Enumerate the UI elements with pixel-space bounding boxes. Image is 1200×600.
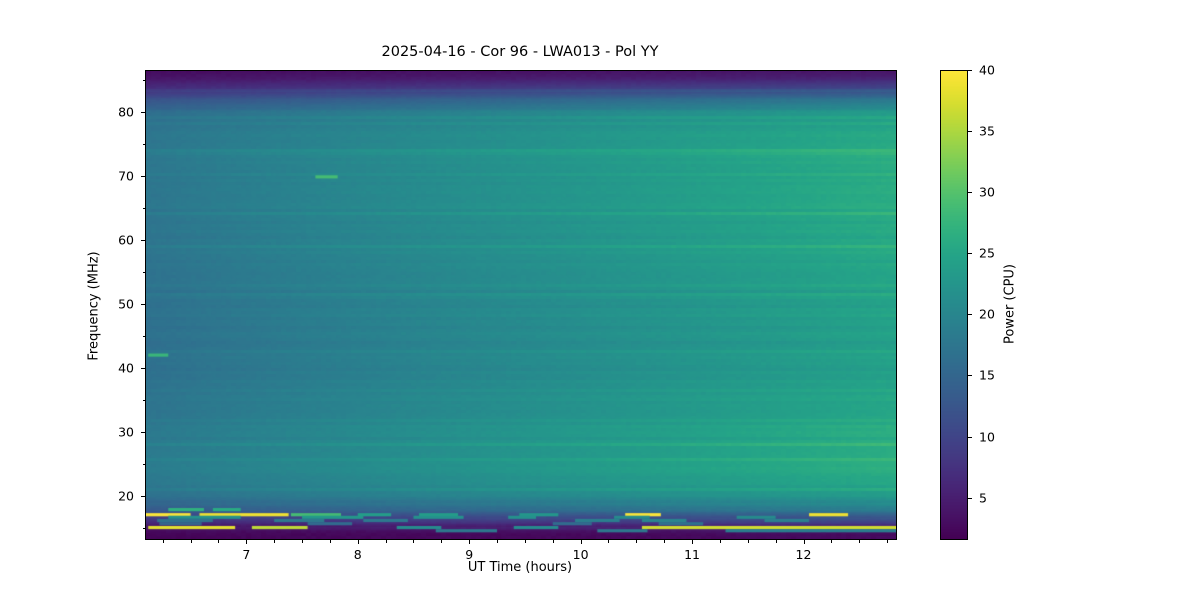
x-tick-mark [692, 540, 694, 544]
x-tick-mark-minor [775, 540, 777, 543]
x-tick-label: 12 [795, 547, 812, 562]
x-axis: 7 8 9 10 11 12 [145, 540, 897, 562]
y-tick-mark-minor [142, 143, 145, 145]
colorbar[interactable] [940, 70, 968, 540]
colorbar-tick-mark [968, 375, 972, 377]
colorbar-label: Power (CPU) [1002, 263, 1018, 345]
y-tick-mark [141, 175, 145, 177]
x-tick-mark [357, 540, 359, 544]
y-tick-label: 50 [118, 296, 134, 312]
colorbar-tick-label: 5 [979, 490, 987, 506]
x-tick-label: 10 [572, 547, 589, 562]
x-tick-mark-minor [859, 540, 861, 543]
x-tick-mark-minor [274, 540, 276, 543]
x-tick-mark-minor [719, 540, 721, 543]
y-tick-label: 60 [118, 232, 134, 248]
colorbar-tick-mark [968, 436, 972, 438]
y-tick-mark [141, 239, 145, 241]
x-tick-mark [580, 540, 582, 544]
y-tick-mark [141, 368, 145, 370]
x-tick-mark-minor [887, 540, 889, 543]
colorbar-tick-mark [968, 70, 972, 71]
x-tick-mark-minor [552, 540, 554, 543]
y-tick-label: 70 [118, 168, 134, 184]
x-tick-mark [803, 540, 805, 544]
x-tick-mark-minor [302, 540, 304, 543]
x-tick-mark-minor [329, 540, 331, 543]
colorbar-tick-label: 30 [979, 184, 995, 200]
x-tick-mark-minor [413, 540, 415, 543]
colorbar-tick-label: 20 [979, 306, 995, 322]
colorbar-gradient [941, 71, 967, 539]
colorbar-tick-label: 40 [979, 62, 995, 78]
y-tick-mark-minor [142, 400, 145, 402]
x-tick-mark [246, 540, 248, 544]
colorbar-axis: 5 10 15 20 25 30 35 40 [968, 63, 1008, 540]
y-tick-label: 40 [118, 360, 134, 376]
x-tick-label: 7 [242, 547, 251, 562]
x-axis-label: UT Time (hours) [467, 560, 573, 575]
y-tick-label: 20 [118, 488, 134, 504]
x-tick-mark-minor [831, 540, 833, 543]
x-tick-mark-minor [385, 540, 387, 543]
x-tick-mark [469, 540, 471, 544]
y-tick-mark [141, 111, 145, 113]
colorbar-tick-label: 15 [979, 367, 995, 383]
x-tick-label: 8 [353, 547, 362, 562]
x-tick-mark-minor [524, 540, 526, 543]
spectrogram-plot-area[interactable] [145, 70, 897, 540]
x-tick-mark-minor [190, 540, 192, 543]
x-tick-mark-minor [162, 540, 164, 543]
colorbar-tick-mark [968, 314, 972, 316]
colorbar-tick-label: 35 [979, 123, 995, 139]
colorbar-tick-label: 10 [979, 429, 995, 445]
x-tick-mark-minor [608, 540, 610, 543]
colorbar-tick-mark [968, 253, 972, 255]
x-tick-label: 9 [465, 547, 474, 562]
y-tick-mark [141, 432, 145, 434]
y-axis: Frequency (MHz) 20 30 40 50 60 70 80 [87, 70, 145, 540]
y-tick-mark-minor [142, 271, 145, 273]
y-tick-label: 80 [118, 104, 134, 120]
y-tick-mark [141, 304, 145, 305]
colorbar-tick-mark [968, 497, 972, 499]
colorbar-tick-mark [968, 192, 972, 194]
y-tick-mark [141, 496, 145, 498]
x-tick-mark-minor [636, 540, 638, 543]
y-tick-mark-minor [142, 528, 145, 530]
colorbar-tick-mark [968, 131, 972, 133]
x-tick-mark-minor [441, 540, 443, 543]
y-tick-mark-minor [142, 79, 145, 81]
y-tick-label: 30 [118, 424, 134, 440]
chart-title: 2025-04-16 - Cor 96 - LWA013 - Pol YY [381, 44, 659, 60]
x-tick-mark-minor [747, 540, 749, 543]
x-tick-mark-minor [497, 540, 499, 543]
y-tick-mark-minor [142, 207, 145, 209]
x-tick-mark-minor [218, 540, 220, 543]
y-axis-label: Frequency (MHz) [86, 251, 102, 361]
y-tick-mark-minor [142, 464, 145, 466]
x-tick-mark-minor [664, 540, 666, 543]
colorbar-tick-label: 25 [979, 245, 995, 261]
y-tick-mark-minor [142, 336, 145, 338]
x-tick-label: 11 [684, 547, 700, 562]
spectrogram-image [146, 71, 896, 539]
